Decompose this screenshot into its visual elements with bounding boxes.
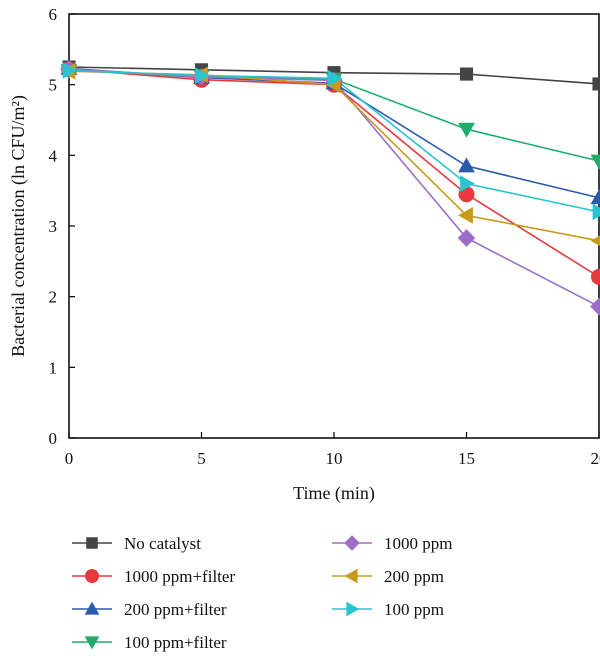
legend-label: 100 ppm [384,600,444,619]
legend-item: 100 ppm [332,600,444,619]
series-line [69,69,599,306]
x-tick-label: 5 [197,449,206,468]
x-tick-label: 20 [591,449,600,468]
legend-item: 1000 ppm+filter [72,567,235,586]
data-point [592,77,600,90]
legend: No catalyst 1000 ppm+filter 200 ppm+filter… [72,534,452,652]
y-tick-label: 6 [49,5,58,24]
x-tick-label: 10 [326,449,343,468]
x-tick-label: 15 [458,449,475,468]
y-tick-label: 5 [49,76,58,95]
legend-label: 200 ppm [384,567,444,586]
series-line [69,71,599,241]
legend-marker [344,535,359,550]
legend-marker [346,602,359,617]
legend-marker [86,537,97,548]
x-axis-title: Time (min) [293,483,375,504]
y-tick-label: 4 [49,146,58,165]
legend-item: No catalyst [72,534,201,553]
legend-label: 1000 ppm+filter [124,567,235,586]
legend-item: 100 ppm+filter [72,633,227,652]
legend-label: 200 ppm+filter [124,600,227,619]
legend-marker [85,569,99,583]
legend-label: No catalyst [124,534,201,553]
y-tick-label: 1 [49,358,58,377]
legend-marker [85,636,100,649]
legend-item: 200 ppm [332,567,444,586]
series-line [69,69,599,277]
y-axis-title: Bacterial concentration (ln CFU/m²) [8,95,29,357]
legend-label: 1000 ppm [384,534,452,553]
data-point [458,158,475,173]
data-point [591,155,600,170]
y-tick-label: 2 [49,288,58,307]
legend-marker [345,569,358,584]
x-tick-label: 0 [65,449,74,468]
legend-label: 100 ppm+filter [124,633,227,652]
series-lines [69,67,599,307]
y-tick-label: 0 [49,429,58,448]
y-tick-label: 3 [49,217,58,236]
legend-item: 200 ppm+filter [72,600,227,619]
data-point [591,269,600,285]
data-point [460,68,473,81]
series-markers [60,60,600,315]
data-point [590,298,600,316]
legend-marker [85,602,100,615]
legend-item: 1000 ppm [332,534,452,553]
